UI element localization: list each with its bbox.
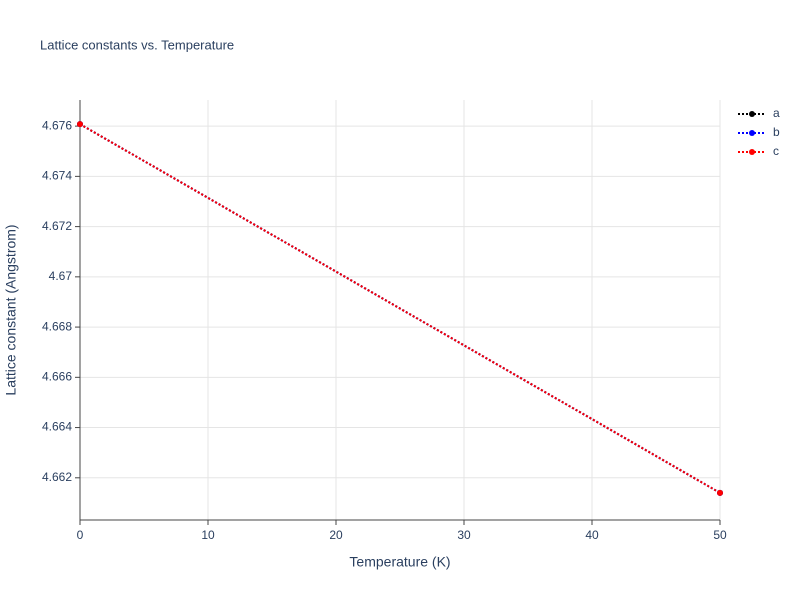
y-tick-label: 4.676 [42,118,72,132]
point [717,489,723,496]
y-tick-label: 4.664 [42,420,72,434]
x-tick-label: 0 [77,528,84,542]
y-tick-label: 4.674 [42,169,72,183]
legend-label: b [773,125,780,139]
x-tick-label: 10 [201,528,215,542]
x-tick-label: 20 [329,528,343,542]
y-tick-label: 4.672 [42,219,72,233]
y-axis-title: Lattice constant (Angstrom) [3,224,19,395]
x-tick-label: 30 [457,528,471,542]
y-tick-label: 4.668 [42,319,72,333]
y-tick-label: 4.662 [42,470,72,484]
legend-label: c [773,144,779,158]
x-axis-title: Temperature (K) [349,554,450,570]
y-tick-label: 4.67 [49,269,73,283]
legend-marker [749,111,755,117]
chart-title: Lattice constants vs. Temperature [40,37,234,52]
y-tick-label: 4.666 [42,369,72,383]
legend-label: a [773,106,780,120]
point [77,121,83,128]
x-tick-label: 40 [585,528,599,542]
x-tick-label: 50 [713,528,727,542]
legend-marker [749,149,755,155]
legend-marker [749,130,755,136]
series-line [79,123,721,494]
